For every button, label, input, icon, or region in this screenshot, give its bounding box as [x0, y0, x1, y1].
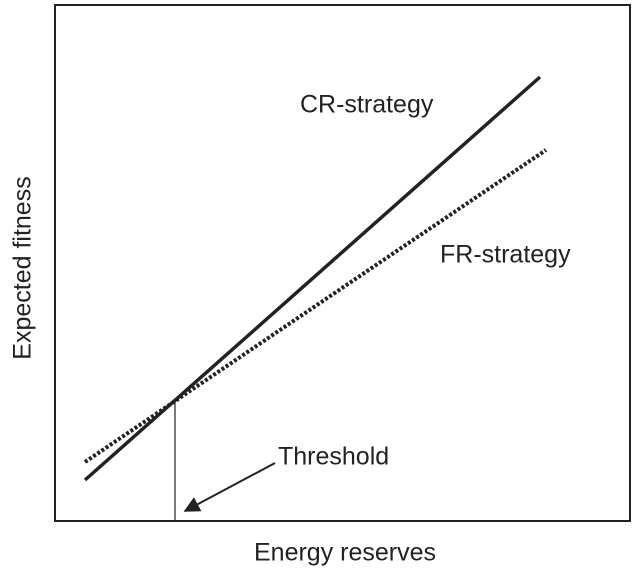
plot-frame: [54, 4, 631, 522]
cr-line: [83, 75, 542, 482]
threshold-label: Threshold: [278, 443, 389, 471]
fr-line: [83, 148, 548, 464]
x-axis-label: Energy reserves: [254, 539, 436, 567]
threshold-arrow: [183, 462, 276, 512]
y-axis-label: Expected fitness: [9, 176, 37, 359]
fr-label: FR-strategy: [440, 241, 571, 269]
cr-label: CR-strategy: [300, 91, 434, 119]
